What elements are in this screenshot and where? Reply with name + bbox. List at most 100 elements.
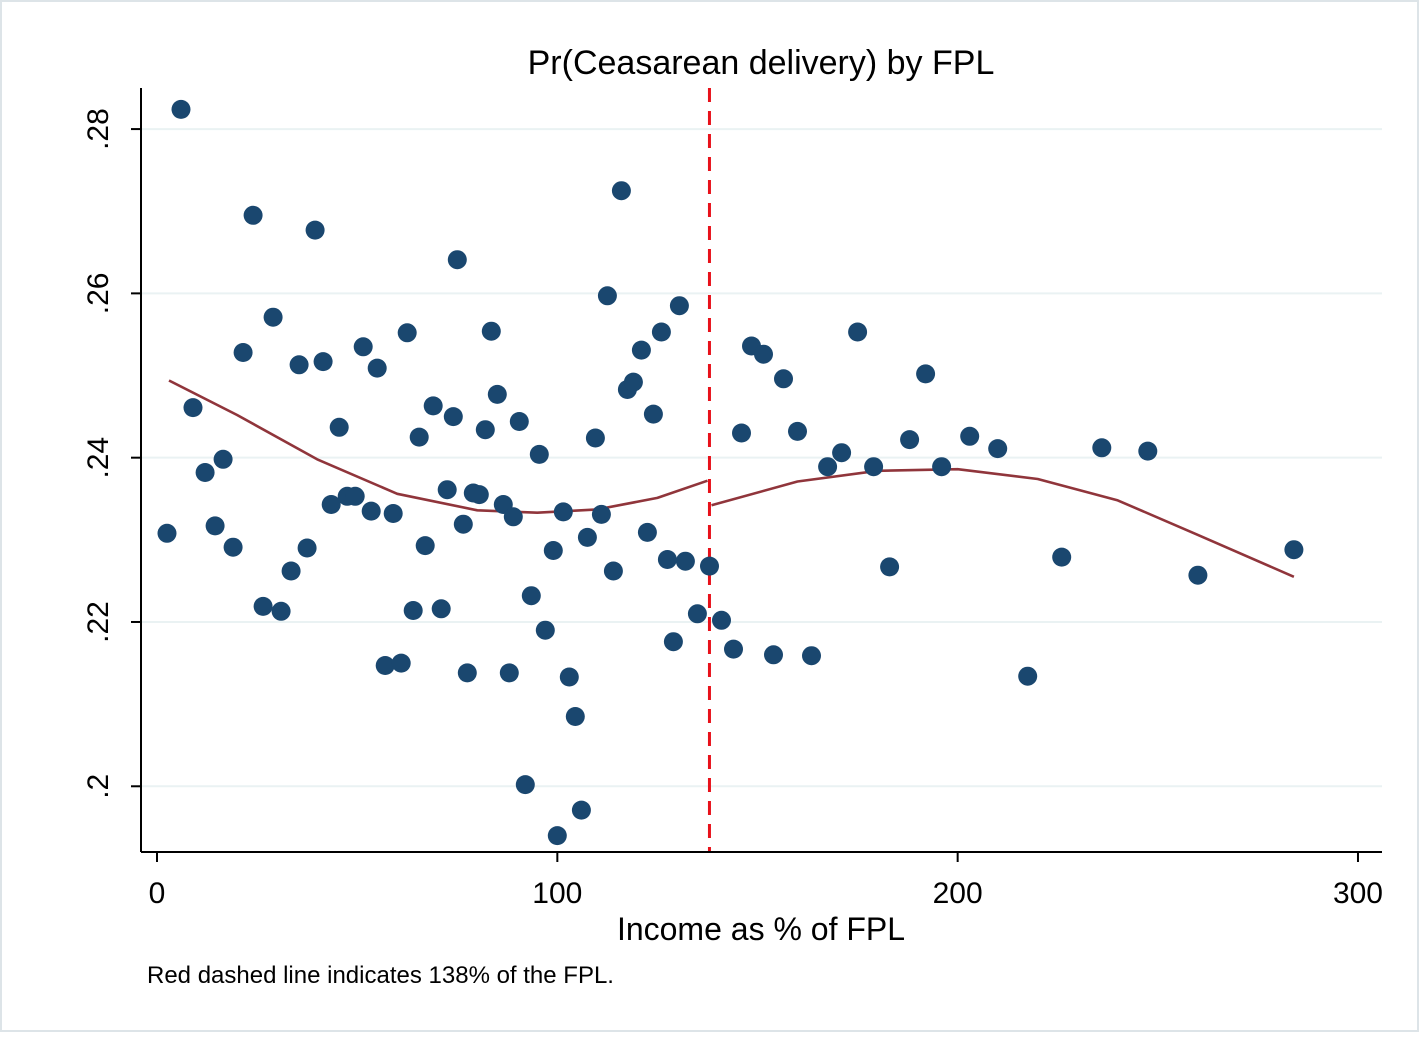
data-point (623, 372, 643, 392)
x-tick-label: 200 (933, 877, 983, 910)
data-point (675, 551, 695, 571)
data-point (457, 663, 477, 683)
data-point (447, 250, 467, 270)
fit-curve-left (168, 379, 708, 514)
data-point (183, 398, 203, 418)
data-point (657, 550, 677, 569)
grid-lines (141, 128, 1382, 788)
data-point (754, 344, 773, 364)
data-point (565, 707, 585, 726)
y-ticks: .2 .22 .24 .26 .28 (82, 108, 141, 799)
data-point (475, 420, 495, 440)
fit-curve-right (711, 467, 1295, 578)
data-point (205, 516, 225, 536)
fit-curves (168, 379, 1295, 578)
chart-note: Red dashed line indicates 138% of the FP… (147, 962, 614, 989)
x-ticks: 0 100 200 300 (149, 852, 1383, 910)
data-point (233, 343, 253, 362)
data-point (637, 522, 657, 542)
data-point (313, 352, 333, 372)
data-point (832, 443, 852, 463)
data-point (724, 639, 743, 659)
data-point (361, 501, 381, 521)
data-point (802, 646, 821, 666)
data-point (409, 427, 429, 447)
data-point (591, 504, 611, 524)
data-point (732, 423, 751, 443)
data-points (157, 99, 1304, 846)
data-point (353, 337, 373, 357)
data-point (171, 99, 191, 119)
axes (140, 88, 1382, 853)
data-point (383, 504, 403, 523)
data-point (515, 775, 535, 795)
data-point (375, 656, 395, 675)
data-point (631, 340, 651, 360)
data-point (503, 507, 523, 527)
data-point (848, 322, 868, 342)
data-point (367, 358, 387, 378)
data-point (481, 321, 501, 341)
data-point (597, 286, 617, 306)
data-point (213, 449, 233, 469)
data-point (431, 599, 451, 619)
data-point (415, 536, 435, 556)
data-point (403, 601, 423, 620)
data-point (571, 800, 591, 820)
data-point (547, 826, 567, 846)
data-point (663, 632, 683, 652)
x-tick-label: 0 (149, 877, 166, 910)
data-point (651, 322, 671, 342)
data-point (932, 457, 952, 477)
data-point (774, 369, 793, 389)
data-point (453, 514, 473, 534)
data-point (535, 620, 555, 640)
chart-title: Pr(Ceasarean delivery) by FPL (528, 44, 995, 82)
data-point (321, 495, 341, 514)
data-point (669, 296, 689, 316)
y-tick-label: .24 (82, 437, 115, 479)
data-point (437, 480, 457, 500)
data-point (243, 205, 263, 225)
y-tick-label: .26 (82, 273, 115, 315)
data-point (603, 561, 623, 581)
data-point (764, 645, 783, 665)
data-point (443, 407, 463, 427)
x-tick-label: 100 (532, 877, 582, 910)
data-point (543, 541, 563, 560)
data-point (559, 667, 579, 687)
data-point (289, 355, 309, 375)
data-point (529, 444, 549, 464)
data-point (916, 364, 936, 384)
data-point (585, 428, 605, 448)
y-tick-label: .2 (82, 774, 115, 799)
data-point (700, 556, 719, 576)
data-point (1092, 438, 1112, 458)
data-point (271, 601, 291, 621)
data-point (577, 527, 597, 547)
data-point (1052, 547, 1072, 567)
data-point (157, 523, 177, 543)
x-axis-label: Income as % of FPL (617, 911, 905, 947)
data-point (223, 537, 243, 557)
data-point (553, 502, 573, 522)
data-point (423, 396, 443, 416)
data-point (788, 421, 807, 441)
data-point (712, 610, 731, 630)
data-point (487, 384, 507, 404)
data-point (900, 430, 920, 450)
data-point (263, 307, 283, 327)
data-point (253, 596, 273, 616)
data-point (391, 653, 411, 673)
data-point (988, 439, 1008, 459)
data-point (880, 557, 900, 577)
y-tick-label: .28 (82, 108, 115, 150)
data-point (305, 220, 325, 240)
data-point (687, 604, 707, 624)
data-point (397, 323, 417, 343)
data-point (195, 463, 215, 482)
data-point (864, 457, 884, 477)
data-point (1138, 441, 1158, 461)
data-point (960, 426, 980, 446)
